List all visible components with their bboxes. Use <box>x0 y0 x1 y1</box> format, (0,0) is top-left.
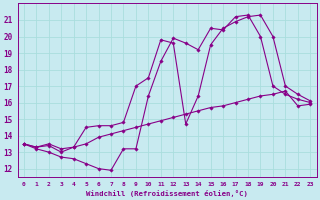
X-axis label: Windchill (Refroidissement éolien,°C): Windchill (Refroidissement éolien,°C) <box>86 190 248 197</box>
